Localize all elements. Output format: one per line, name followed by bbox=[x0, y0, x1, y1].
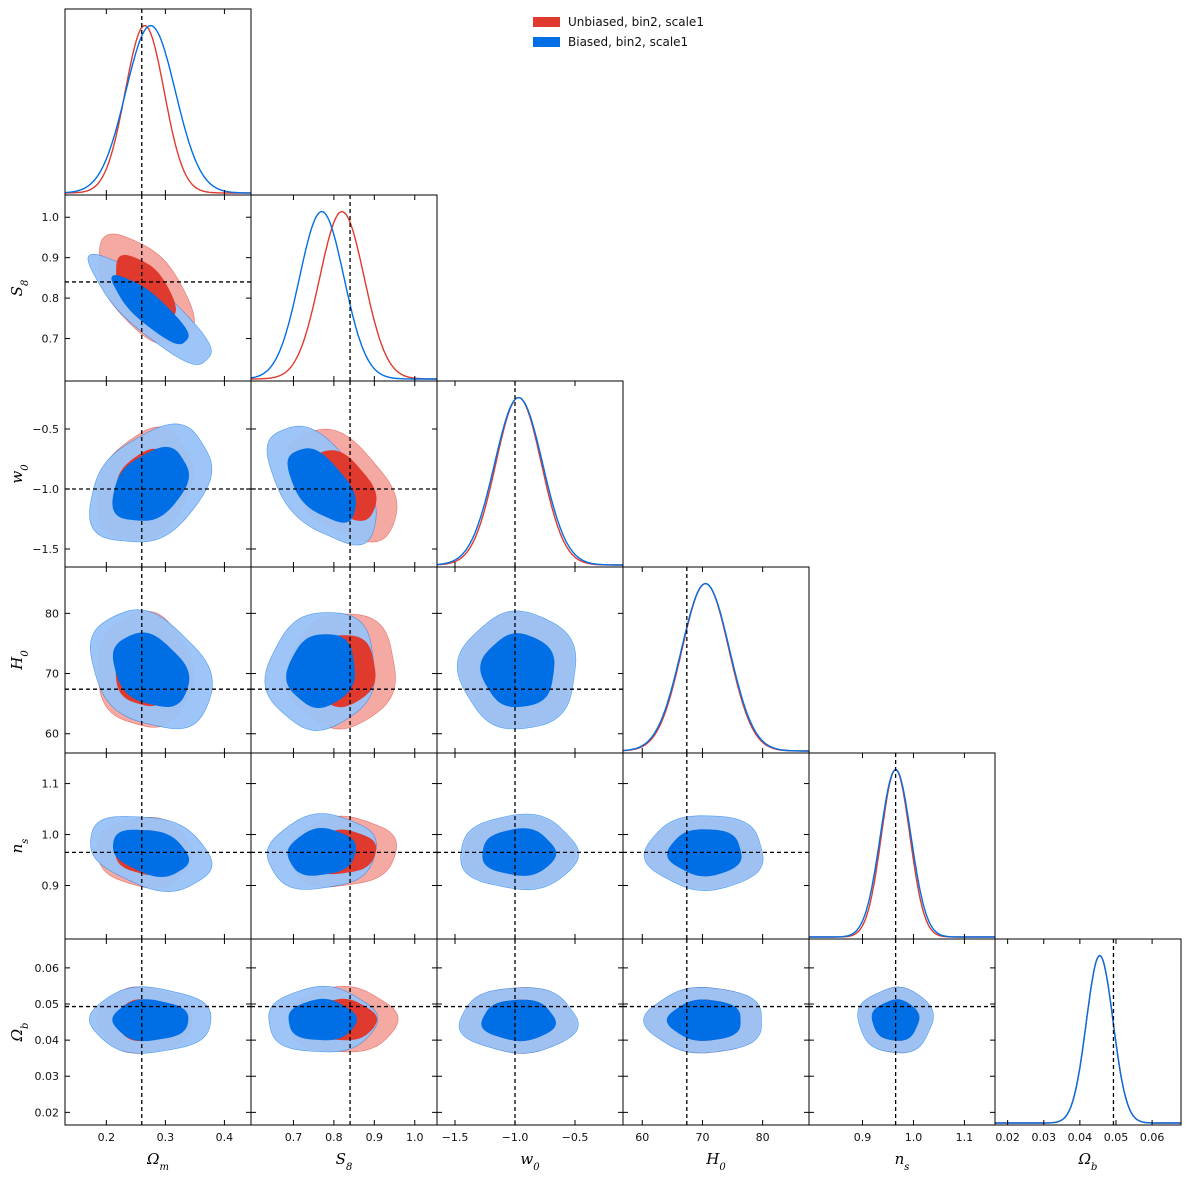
legend-entry-unbiased: Unbiased, bin2, scale1 bbox=[533, 12, 704, 32]
legend: Unbiased, bin2, scale1 Biased, bin2, sca… bbox=[533, 12, 704, 52]
panel-H0-vs-S8 bbox=[251, 567, 437, 753]
biased-contour-68-Omega_b-H0 bbox=[666, 999, 741, 1041]
y-tick-label-Omega_b-2: 0.04 bbox=[35, 1034, 60, 1047]
panel-Omega_b-vs-H0 bbox=[623, 939, 809, 1125]
x-tick-label-H0-1: 70 bbox=[695, 1131, 709, 1144]
panel-w0-vs-Omega_m bbox=[65, 381, 251, 567]
x-tick-label-H0-2: 80 bbox=[756, 1131, 770, 1144]
panel-S8-vs-Omega_m bbox=[65, 195, 251, 381]
y-tick-label-Omega_b-1: 0.03 bbox=[35, 1070, 60, 1083]
y-tick-label-Omega_b-3: 0.05 bbox=[35, 998, 60, 1011]
panel-frame-5-5 bbox=[994, 938, 1182, 1126]
y-axis-label-sub-S8: 8 bbox=[20, 280, 31, 286]
x-tick-label-S8-1: 0.8 bbox=[325, 1131, 343, 1144]
unbiased-marginal-curve-Omega_m bbox=[65, 25, 251, 194]
biased-marginal-curve-Omega_m bbox=[65, 24, 251, 194]
biased-contour-68-Omega_b-Omega_m bbox=[112, 999, 189, 1042]
biased-contour-68-w0-Omega_m bbox=[112, 446, 190, 521]
x-tick-label-w0-0: −1.5 bbox=[442, 1131, 469, 1144]
biased-contour-68-H0-Omega_m bbox=[112, 632, 190, 708]
x-tick-label-w0-2: −0.5 bbox=[562, 1131, 589, 1144]
x-tick-label-Omega_b-1: 0.03 bbox=[1032, 1131, 1057, 1144]
biased-contour-68-Omega_b-ns bbox=[871, 999, 920, 1041]
panel-ns-vs-Omega_m bbox=[65, 753, 251, 939]
y-tick-label-ns-2: 1.1 bbox=[42, 778, 60, 791]
y-tick-label-H0-0: 60 bbox=[45, 728, 59, 741]
biased-marginal-curve-Omega_b bbox=[995, 954, 1181, 1124]
y-tick-label-Omega_b-0: 0.02 bbox=[35, 1106, 60, 1119]
panel-ns-vs-S8 bbox=[251, 753, 437, 939]
unbiased-marginal-curve-S8 bbox=[251, 210, 437, 380]
marginal-panel-Omega_b bbox=[995, 939, 1181, 1125]
x-tick-label-Omega_m-1: 0.3 bbox=[157, 1131, 175, 1144]
x-axis-label-sub-Omega_m: m bbox=[159, 1162, 168, 1173]
x-tick-label-ns-2: 1.1 bbox=[956, 1131, 974, 1144]
y-axis-label-sub-w0: 0 bbox=[20, 464, 31, 471]
y-tick-label-ns-1: 1.0 bbox=[42, 829, 60, 842]
x-tick-label-Omega_b-3: 0.05 bbox=[1104, 1131, 1129, 1144]
marginal-panel-H0 bbox=[623, 567, 809, 753]
y-tick-label-S8-0: 0.7 bbox=[42, 333, 60, 346]
x-tick-label-w0-1: −1.0 bbox=[502, 1131, 529, 1144]
x-tick-label-S8-0: 0.7 bbox=[285, 1131, 303, 1144]
x-tick-label-Omega_m-0: 0.2 bbox=[98, 1131, 116, 1144]
biased-contour-68-ns-Omega_m bbox=[112, 829, 189, 878]
y-tick-label-w0-1: −1.0 bbox=[32, 483, 59, 496]
panel-H0-vs-w0 bbox=[437, 567, 623, 753]
marginal-panel-S8 bbox=[251, 195, 437, 381]
legend-label-unbiased: Unbiased, bin2, scale1 bbox=[568, 15, 704, 29]
panel-w0-vs-S8 bbox=[251, 381, 437, 567]
panel-ns-vs-w0 bbox=[437, 753, 623, 939]
x-tick-label-ns-1: 1.0 bbox=[905, 1131, 923, 1144]
x-axis-label-sub-w0: 0 bbox=[533, 1162, 540, 1173]
y-tick-label-H0-2: 80 bbox=[45, 607, 59, 620]
x-axis-label-sub-H0: 0 bbox=[719, 1162, 726, 1173]
y-tick-label-Omega_b-4: 0.06 bbox=[35, 962, 60, 975]
legend-entry-biased: Biased, bin2, scale1 bbox=[533, 32, 704, 52]
x-axis-label-sub-ns: s bbox=[904, 1162, 909, 1173]
x-tick-label-Omega_m-2: 0.4 bbox=[216, 1131, 234, 1144]
legend-label-biased: Biased, bin2, scale1 bbox=[568, 35, 689, 49]
y-tick-label-S8-1: 0.8 bbox=[42, 292, 60, 305]
y-tick-label-w0-0: −1.5 bbox=[32, 543, 59, 556]
x-axis-label-sub-S8: 8 bbox=[346, 1162, 352, 1173]
panel-H0-vs-Omega_m bbox=[65, 567, 251, 753]
x-axis-label-sub-Omega_b: b bbox=[1091, 1162, 1097, 1173]
y-tick-label-H0-1: 70 bbox=[45, 668, 59, 681]
y-tick-label-S8-2: 0.9 bbox=[42, 252, 60, 265]
legend-swatch-unbiased bbox=[533, 17, 560, 27]
biased-contour-68-H0-w0 bbox=[480, 633, 555, 708]
biased-marginal-curve-S8 bbox=[251, 210, 437, 380]
y-axis-label-sub-Omega_b: b bbox=[20, 1023, 31, 1029]
y-axis-label-sub-ns: s bbox=[20, 839, 31, 844]
marginal-panel-w0 bbox=[437, 381, 623, 567]
x-tick-label-Omega_b-4: 0.06 bbox=[1140, 1131, 1165, 1144]
y-tick-label-w0-2: −0.5 bbox=[32, 423, 59, 436]
biased-marginal-curve-H0 bbox=[623, 582, 809, 752]
panel-Omega_b-vs-ns bbox=[809, 939, 995, 1125]
panel-Omega_b-vs-Omega_m bbox=[65, 939, 251, 1125]
x-tick-label-S8-3: 1.0 bbox=[406, 1131, 424, 1144]
x-tick-label-S8-2: 0.9 bbox=[366, 1131, 384, 1144]
x-tick-label-ns-0: 0.9 bbox=[854, 1131, 872, 1144]
panel-Omega_b-vs-S8 bbox=[251, 939, 437, 1125]
x-tick-label-H0-0: 60 bbox=[635, 1131, 649, 1144]
biased-contour-68-w0-S8 bbox=[287, 448, 356, 523]
panel-ns-vs-H0 bbox=[623, 753, 809, 939]
x-tick-label-Omega_b-0: 0.02 bbox=[995, 1131, 1020, 1144]
biased-marginal-curve-w0 bbox=[437, 396, 623, 566]
x-tick-label-Omega_b-2: 0.04 bbox=[1068, 1131, 1093, 1144]
biased-contour-68-Omega_b-w0 bbox=[481, 999, 556, 1042]
y-axis-label-sub-H0: 0 bbox=[20, 650, 31, 657]
biased-contour-68-Omega_b-S8 bbox=[288, 998, 357, 1041]
y-tick-label-ns-0: 0.9 bbox=[42, 879, 60, 892]
marginal-panel-Omega_m bbox=[65, 9, 251, 195]
biased-contour-68-S8-Omega_m bbox=[111, 275, 189, 345]
panel-Omega_b-vs-w0 bbox=[437, 939, 623, 1125]
legend-swatch-biased bbox=[533, 37, 560, 47]
y-tick-label-S8-3: 1.0 bbox=[42, 211, 60, 224]
